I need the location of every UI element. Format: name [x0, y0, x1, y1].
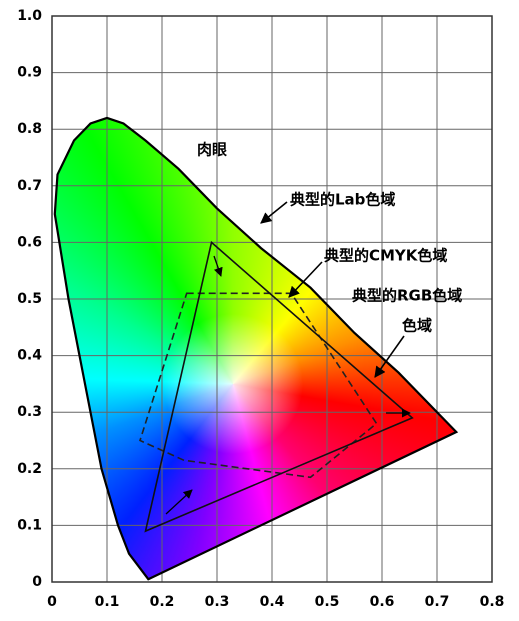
y-tick-label: 0.9 [17, 65, 42, 81]
cmyk-gamut [139, 292, 378, 479]
annotation: 典型的CMYK色域 [324, 247, 447, 265]
x-tick-label: 0.7 [425, 594, 450, 610]
x-tick-label: 0.3 [205, 594, 230, 610]
direction-arrow [213, 255, 223, 277]
label-arrow [374, 335, 405, 378]
y-tick-label: 1.0 [17, 8, 42, 24]
rgb-gamut [144, 240, 414, 533]
y-tick-label: 0.1 [17, 517, 42, 533]
annotation: 典型的RGB色域 [352, 287, 462, 305]
y-tick-label: 0.8 [17, 121, 42, 137]
y-tick-label: 0 [32, 574, 42, 590]
x-tick-label: 0.6 [370, 594, 395, 610]
y-tick-label: 0.5 [17, 291, 42, 307]
annotation: 典型的Lab色域 [290, 191, 395, 209]
direction-arrow [165, 489, 193, 515]
x-tick-label: 0.5 [315, 594, 340, 610]
y-tick-label: 0.3 [17, 404, 42, 420]
annotation: 色域 [402, 317, 432, 335]
annotation: 肉眼 [197, 141, 227, 159]
label-arrow [260, 201, 288, 224]
y-tick-label: 0.6 [17, 234, 42, 250]
y-tick-label: 0.2 [17, 461, 42, 477]
x-tick-label: 0.2 [150, 594, 175, 610]
x-tick-label: 0.8 [480, 594, 505, 610]
label-arrow [288, 261, 323, 298]
x-tick-label: 0.1 [95, 594, 120, 610]
x-tick-label: 0 [47, 594, 57, 610]
y-tick-label: 0.7 [17, 178, 42, 194]
y-tick-label: 0.4 [17, 348, 42, 364]
spectral-locus [53, 116, 459, 581]
x-tick-label: 0.4 [260, 594, 285, 610]
plot-frame [51, 15, 493, 583]
